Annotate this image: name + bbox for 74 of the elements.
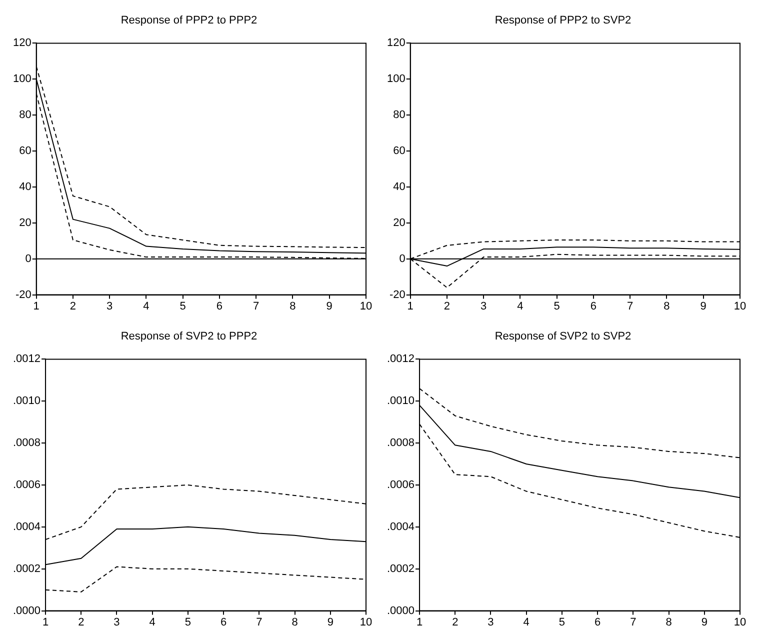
x-tick-label: 5	[184, 616, 192, 628]
x-tick-label: 2	[70, 300, 76, 312]
y-tick-label: 40	[393, 181, 406, 194]
y-tick-label: .0000	[386, 604, 415, 617]
chart-title: Response of SVP2 to SVP2	[494, 330, 632, 343]
y-tick-label: .0004	[386, 520, 415, 533]
x-tick-label: 2	[78, 616, 84, 628]
y-tick-label: .0002	[386, 562, 415, 575]
x-tick-label: 2	[452, 616, 458, 628]
x-tick-label: 6	[590, 300, 597, 312]
x-tick-label: 4	[517, 300, 524, 312]
y-tick-label: .0006	[12, 479, 41, 492]
x-tick-label: 2	[444, 300, 450, 312]
y-tick-label: 80	[19, 109, 32, 122]
y-tick-label: 120	[386, 37, 406, 50]
x-tick-label: 9	[326, 300, 332, 312]
chart-title: Response of SVP2 to PPP2	[120, 330, 258, 343]
x-tick-label: 10	[360, 300, 372, 312]
y-tick-label: 0	[399, 252, 406, 265]
x-tick-label: 6	[220, 616, 227, 628]
y-tick-label: 20	[393, 216, 406, 229]
x-tick-label: 4	[523, 616, 530, 628]
y-tick-label: 60	[393, 145, 406, 158]
y-tick-label: .0012	[386, 353, 415, 366]
x-tick-label: 3	[480, 300, 487, 312]
y-tick-label: .0010	[386, 395, 415, 408]
x-tick-label: 8	[664, 300, 670, 312]
x-tick-label: 7	[256, 616, 262, 628]
y-tick-label: 60	[19, 145, 32, 158]
x-tick-label: 9	[701, 616, 708, 628]
x-tick-label: 5	[554, 300, 560, 312]
chart-title: Response of PPP2 to SVP2	[494, 14, 632, 27]
y-tick-label: -20	[15, 288, 32, 301]
y-tick-label: .0008	[386, 437, 415, 450]
x-tick-label: 1	[416, 616, 423, 628]
x-tick-label: 6	[594, 616, 601, 628]
x-tick-label: 10	[734, 616, 746, 628]
x-tick-label: 7	[630, 616, 636, 628]
y-tick-label: .0002	[12, 562, 41, 575]
y-tick-label: 20	[19, 216, 32, 229]
x-tick-label: 3	[488, 616, 494, 628]
y-tick-label: .0012	[12, 353, 41, 366]
x-tick-label: 9	[327, 616, 334, 628]
x-tick-label: 1	[42, 616, 49, 628]
x-tick-label: 1	[33, 300, 40, 312]
x-tick-label: 5	[180, 300, 186, 312]
y-tick-label: .0010	[12, 395, 41, 408]
x-tick-label: 8	[292, 616, 298, 628]
y-tick-label: .0000	[12, 604, 41, 617]
x-tick-label: 9	[700, 300, 706, 312]
y-tick-label: 40	[19, 181, 32, 194]
x-tick-label: 3	[106, 300, 113, 312]
x-tick-label: 7	[253, 300, 260, 312]
y-tick-label: 80	[393, 109, 406, 122]
y-tick-label: 100	[386, 73, 406, 86]
y-tick-label: .0004	[12, 520, 41, 533]
x-tick-label: 10	[360, 616, 372, 628]
y-tick-label: 120	[12, 37, 32, 50]
y-tick-label: .0008	[12, 437, 41, 450]
y-tick-label: .0006	[386, 479, 415, 492]
x-tick-label: 5	[558, 616, 566, 628]
x-tick-label: 8	[666, 616, 672, 628]
y-tick-label: 100	[12, 73, 32, 86]
chart-title: Response of PPP2 to PPP2	[120, 14, 258, 27]
x-tick-label: 1	[407, 300, 414, 312]
y-tick-label: -20	[389, 288, 406, 301]
y-tick-label: 0	[25, 252, 32, 265]
x-tick-label: 10	[734, 300, 746, 312]
x-tick-label: 7	[627, 300, 634, 312]
x-tick-label: 8	[290, 300, 296, 312]
x-tick-label: 3	[114, 616, 120, 628]
x-tick-label: 4	[143, 300, 150, 312]
x-tick-label: 4	[149, 616, 156, 628]
x-tick-label: 6	[216, 300, 223, 312]
